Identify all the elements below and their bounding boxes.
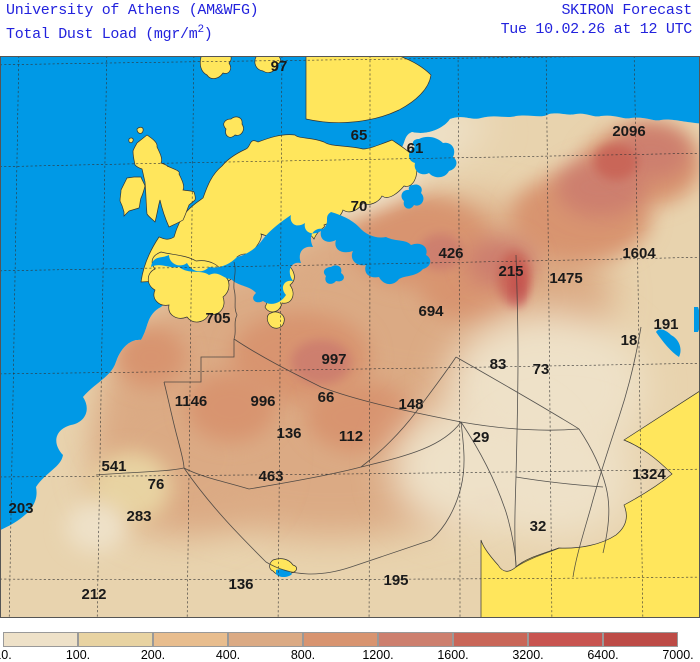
svg-text:97: 97 <box>271 58 288 75</box>
svg-text:203: 203 <box>8 500 33 517</box>
svg-text:705: 705 <box>205 310 230 327</box>
svg-text:148: 148 <box>398 396 423 413</box>
svg-text:1475: 1475 <box>549 270 582 287</box>
svg-text:195: 195 <box>383 572 408 589</box>
svg-text:997: 997 <box>321 351 346 368</box>
svg-text:1146: 1146 <box>175 393 208 410</box>
svg-text:76: 76 <box>148 476 165 493</box>
svg-text:83: 83 <box>490 356 507 373</box>
svg-text:136: 136 <box>228 576 253 593</box>
svg-text:541: 541 <box>101 458 126 475</box>
svg-text:18: 18 <box>621 332 638 349</box>
svg-text:996: 996 <box>250 393 275 410</box>
svg-text:73: 73 <box>533 361 550 378</box>
svg-text:65: 65 <box>351 127 368 144</box>
svg-text:32: 32 <box>530 518 547 535</box>
svg-text:694: 694 <box>418 303 444 320</box>
svg-text:29: 29 <box>473 429 490 446</box>
svg-text:136: 136 <box>276 425 301 442</box>
svg-text:1324: 1324 <box>632 466 666 483</box>
svg-text:112: 112 <box>339 428 363 445</box>
svg-text:463: 463 <box>258 468 283 485</box>
svg-text:66: 66 <box>318 389 335 406</box>
svg-text:283: 283 <box>126 508 151 525</box>
svg-text:426: 426 <box>438 245 463 262</box>
svg-text:2096: 2096 <box>612 123 645 140</box>
svg-text:191: 191 <box>653 316 678 333</box>
svg-text:61: 61 <box>407 140 424 157</box>
svg-text:212: 212 <box>81 586 106 603</box>
svg-text:1604: 1604 <box>622 245 656 262</box>
svg-text:215: 215 <box>498 263 523 280</box>
svg-text:70: 70 <box>351 198 368 215</box>
